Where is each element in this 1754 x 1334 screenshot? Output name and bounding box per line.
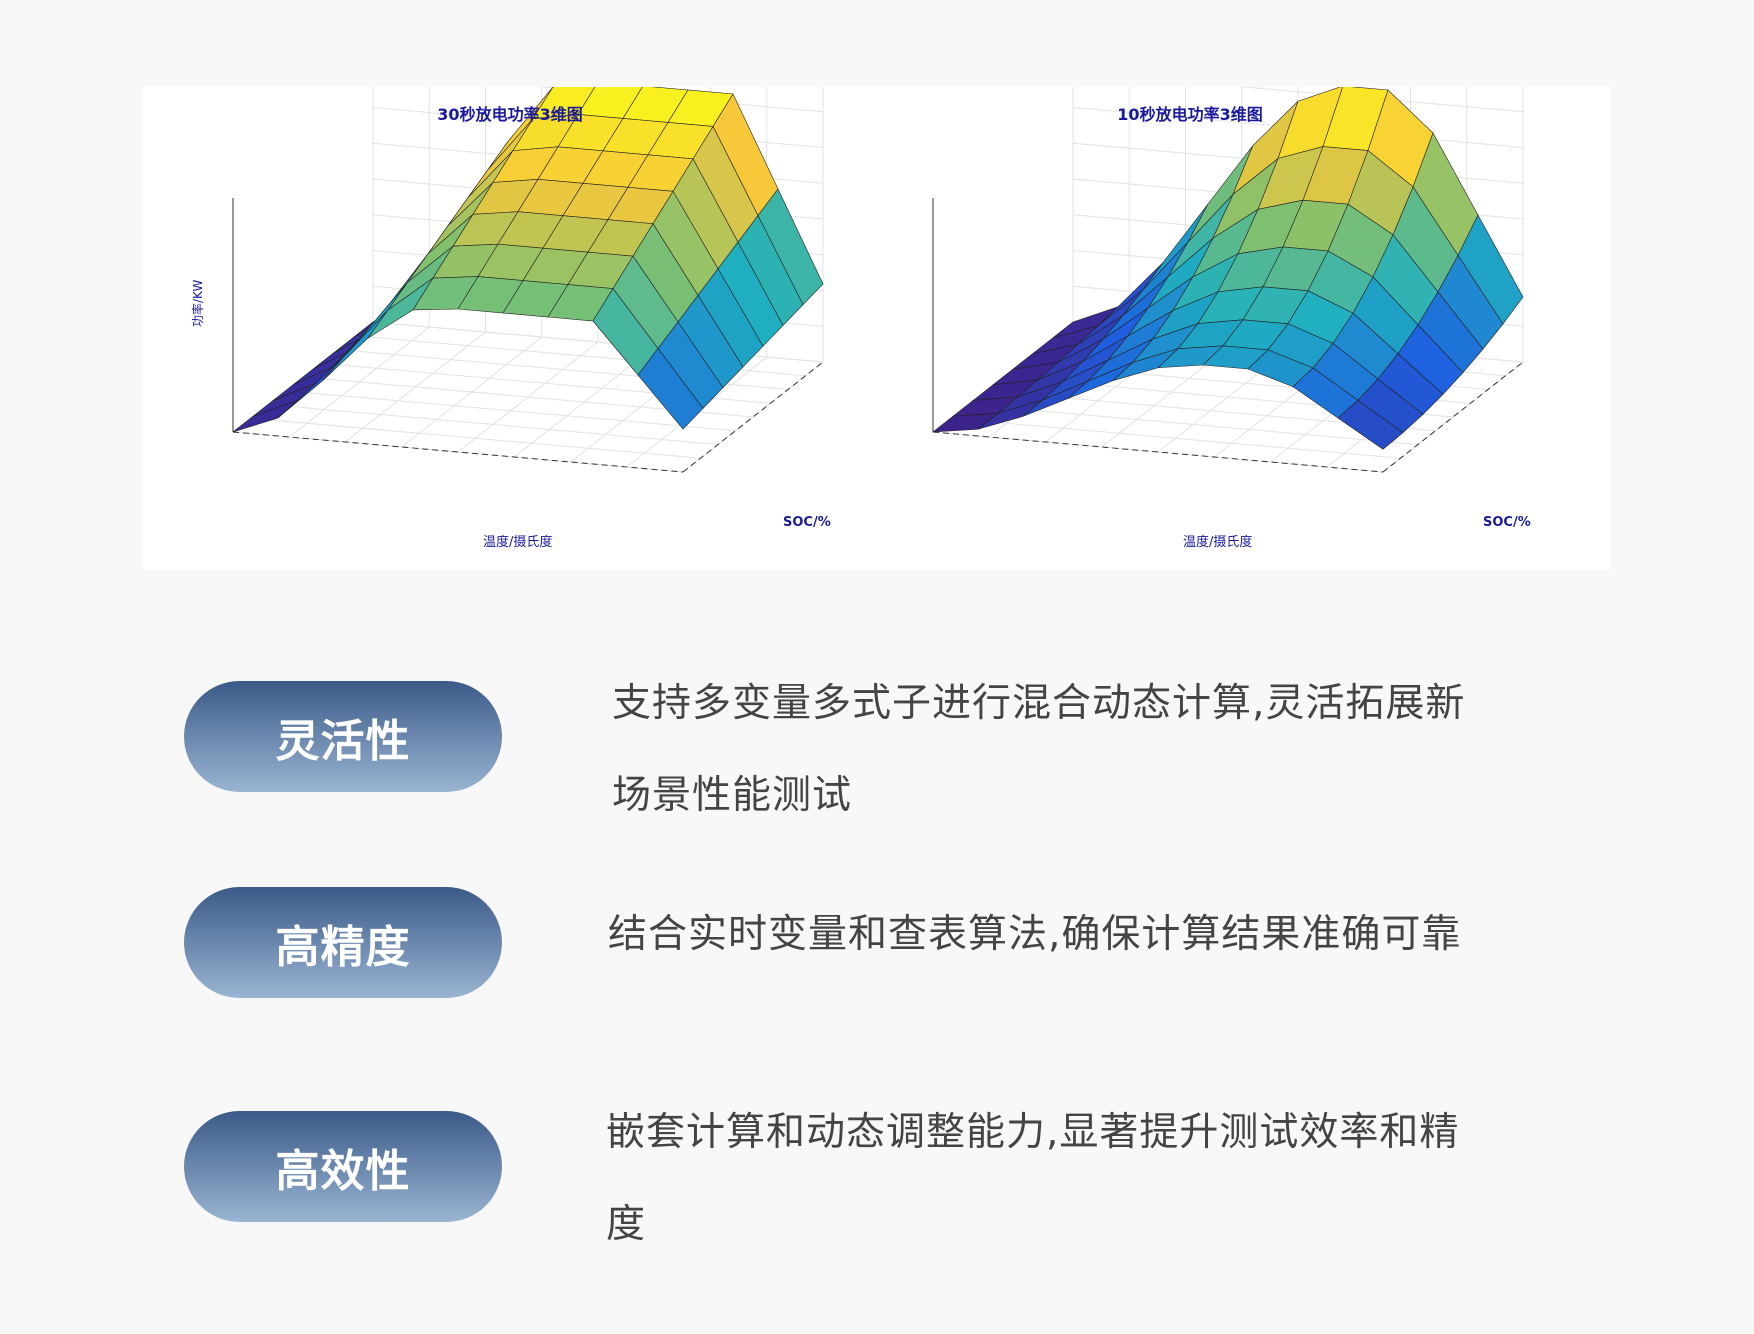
surface-patch (637, 347, 704, 430)
surface-patch (342, 281, 409, 358)
feature-description-flexibility: 支持多变量多式子进行混合动态计算,灵活拓展新 场景性能测试 (612, 658, 1582, 842)
x-axis (932, 431, 1384, 473)
description-line: 嵌套计算和动态调整能力,显著提升测试效率和精 (606, 1110, 1460, 1155)
x-axis-label: 温度/摄氏度 (1183, 535, 1253, 550)
y-axis-label: SOC/% (783, 515, 831, 530)
surface-patch (232, 399, 299, 433)
chart-title: 30秒放电功率3维图 (437, 105, 583, 124)
description-line: 度 (606, 1202, 647, 1247)
z-axis-label: 功率/KW (191, 279, 205, 327)
chart-title: 10秒放电功率3维图 (1117, 105, 1263, 124)
surface-plot-10s (932, 87, 1524, 473)
feature-description-efficiency: 嵌套计算和动态调整能力,显著提升测试效率和精 度 (606, 1087, 1576, 1271)
feature-badge-efficiency: 高效性 (184, 1111, 502, 1222)
surface-patch (322, 309, 389, 381)
surface-plot-30s (232, 87, 824, 473)
grid-line (1238, 87, 1524, 113)
surface-patch (1337, 399, 1404, 450)
x-axis (232, 431, 684, 473)
chart-30s: 30秒放电功率3维图 温度/摄氏度 SOC/% 功率/KW (143, 87, 877, 569)
x-axis-label: 温度/摄氏度 (483, 535, 553, 550)
feature-description-precision: 结合实时变量和查表算法,确保计算结果准确可靠 (608, 889, 1578, 981)
y-axis-label: SOC/% (1483, 515, 1531, 530)
description-line: 支持多变量多式子进行混合动态计算,灵活拓展新 (612, 681, 1466, 726)
description-line: 场景性能测试 (612, 773, 853, 818)
feature-badge-flexibility: 灵活性 (184, 681, 502, 792)
chart-panel: 30秒放电功率3维图 温度/摄氏度 SOC/% 功率/KW 10秒放电功率3维图… (143, 87, 1611, 569)
chart-10s: 10秒放电功率3维图 温度/摄氏度 SOC/% (843, 87, 1577, 569)
feature-badge-precision: 高精度 (184, 887, 502, 998)
description-line: 结合实时变量和查表算法,确保计算结果准确可靠 (608, 912, 1462, 957)
